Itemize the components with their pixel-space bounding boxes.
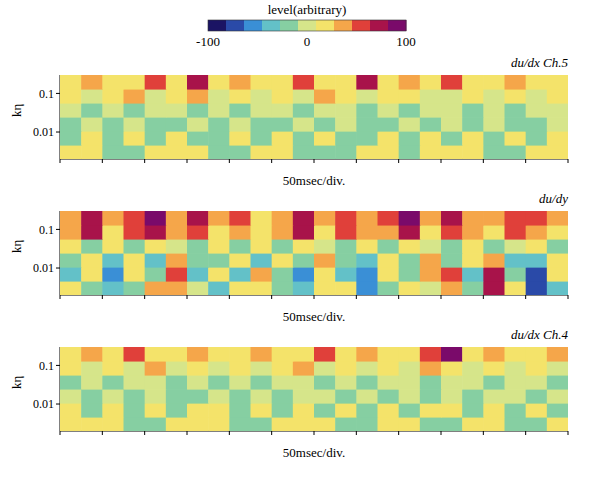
svg-text:50msec/div.: 50msec/div. xyxy=(283,445,345,460)
html-text:du/dx Ch.5: du/dx Ch.5 xyxy=(510,55,568,70)
svg-text:100: 100 xyxy=(396,34,416,49)
svg-text:0.1: 0.1 xyxy=(39,359,54,373)
svg-text:0.01: 0.01 xyxy=(33,397,54,411)
svg-text:kη: kη xyxy=(9,104,24,118)
svg-text:0.01: 0.01 xyxy=(33,261,54,275)
svg-text:level(arbitrary): level(arbitrary) xyxy=(268,2,347,17)
svg-text:50msec/div.: 50msec/div. xyxy=(283,173,345,188)
svg-text:0: 0 xyxy=(304,34,311,49)
svg-text:-100: -100 xyxy=(196,34,220,49)
svg-text:0.1: 0.1 xyxy=(39,223,54,237)
svg-text:kη: kη xyxy=(9,376,24,390)
html-text:du/dx Ch.4: du/dx Ch.4 xyxy=(510,327,568,342)
html-text:du/dy: du/dy xyxy=(539,191,568,206)
svg-text:0.1: 0.1 xyxy=(39,87,54,101)
svg-text:kη: kη xyxy=(9,240,24,254)
svg-text:50msec/div.: 50msec/div. xyxy=(283,309,345,324)
svg-text:0.01: 0.01 xyxy=(33,125,54,139)
